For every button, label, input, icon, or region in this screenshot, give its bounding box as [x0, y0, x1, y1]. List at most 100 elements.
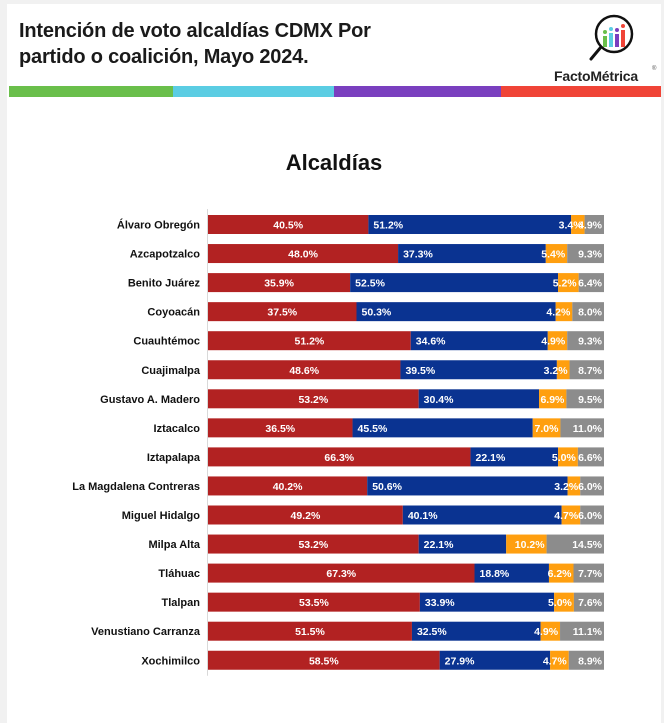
data-label-red: 36.5%	[265, 423, 295, 435]
data-label-red: 58.5%	[309, 655, 339, 667]
data-label-gray: 6.4%	[578, 278, 603, 290]
stacked-bar-chart: Álvaro Obregón 40.5% 51.2% 3.4%4.9%Azcapotz…	[72, 209, 604, 676]
data-label-gray: 4.9%	[578, 220, 603, 232]
registered-mark: ®	[652, 66, 657, 72]
bar-segment-orange	[540, 621, 561, 641]
bar-segment-orange	[539, 389, 567, 409]
data-label-red: 48.6%	[289, 365, 319, 377]
stripe-red	[501, 86, 661, 97]
data-label-blue: 45.5%	[358, 423, 388, 435]
data-label-red: 53.2%	[298, 394, 328, 406]
data-label-orange: 6.9%	[540, 394, 565, 406]
data-label-red: 40.2%	[273, 481, 303, 493]
bar-segment-gray	[546, 534, 604, 554]
data-label-blue: 39.5%	[405, 365, 435, 377]
data-label-orange: 7.0%	[535, 423, 560, 435]
data-label-red: 53.5%	[299, 597, 329, 609]
bar-segment-orange	[571, 215, 585, 234]
data-label-red: 48.0%	[288, 249, 318, 261]
bar-segment-blue	[368, 215, 572, 234]
data-label-red: 51.2%	[294, 336, 324, 348]
bar-segment-orange	[532, 418, 561, 438]
data-label-red: 66.3%	[324, 452, 354, 464]
data-label-gray: 11.0%	[573, 423, 603, 435]
bar-segment-red	[208, 418, 353, 438]
bar-segment-gray	[569, 360, 604, 380]
bar-segment-orange	[548, 563, 574, 583]
bar-segment-orange	[555, 302, 573, 322]
category-label: Gustavo A. Madero	[100, 394, 200, 406]
bar-segment-red	[208, 650, 440, 670]
data-label-gray: 7.7%	[578, 568, 603, 580]
bar-segment-blue	[402, 505, 562, 525]
bar-segment-red	[208, 534, 419, 554]
bar-segment-red	[208, 476, 368, 496]
factometrica-logo: FactoMétrica ®	[552, 12, 662, 88]
bar-segment-blue	[411, 621, 541, 641]
bar-segment-blue	[474, 563, 549, 583]
report-title-line-2: partido o coalición, Mayo 2024.	[19, 46, 309, 68]
data-label-blue: 40.1%	[408, 510, 438, 522]
data-label-gray: 8.7%	[578, 365, 603, 377]
bar-segment-blue	[418, 389, 540, 409]
bar-segment-gray	[560, 621, 604, 641]
category-label: Iztapalapa	[147, 452, 201, 464]
bar-segment-gray	[573, 563, 604, 583]
bar-segment-orange	[554, 592, 574, 612]
data-label-blue: 50.6%	[372, 481, 402, 493]
data-label-red: 53.2%	[298, 539, 328, 551]
data-label-orange: 3.2%	[544, 365, 569, 377]
data-label-blue: 34.6%	[416, 336, 446, 348]
bar-segment-blue	[470, 447, 559, 467]
stripe-green	[9, 86, 173, 97]
data-label-blue: 27.9%	[445, 655, 475, 667]
bar-segment-gray	[567, 244, 604, 264]
data-label-gray: 9.3%	[578, 249, 603, 261]
data-label-blue: 18.8%	[480, 568, 510, 580]
report-title-line-1: Intención de voto alcaldías CDMX Por	[19, 20, 371, 42]
stripe-purple	[334, 86, 501, 97]
bar-segment-orange	[556, 360, 570, 380]
data-label-blue: 22.1%	[476, 452, 506, 464]
data-label-orange: 5.4%	[541, 249, 566, 261]
data-label-orange: 6.2%	[548, 568, 573, 580]
bar-segment-orange	[558, 273, 579, 293]
bar-segment-orange	[547, 331, 568, 351]
stripe-cyan	[173, 86, 334, 97]
data-label-gray: 9.5%	[578, 394, 603, 406]
report-title: Intención de voto alcaldías CDMX Por par…	[19, 18, 371, 70]
bar-segment-blue	[439, 650, 551, 670]
category-label: Milpa Alta	[148, 539, 200, 551]
bar-segment-orange	[567, 476, 581, 496]
data-label-blue: 32.5%	[417, 626, 447, 638]
data-label-gray: 8.0%	[578, 307, 603, 319]
bar-segment-orange	[545, 244, 568, 264]
bar-segment-red	[208, 331, 411, 351]
data-label-gray: 7.6%	[578, 597, 603, 609]
data-label-blue: 37.3%	[403, 249, 433, 261]
data-label-blue: 50.3%	[362, 307, 392, 319]
bar-segment-gray	[573, 592, 604, 612]
data-label-gray: 14.5%	[572, 539, 602, 551]
data-label-red: 40.5%	[273, 220, 303, 232]
category-label: Azcapotzalco	[130, 249, 201, 261]
bar-segment-red	[208, 389, 419, 409]
category-label: Miguel Hidalgo	[122, 510, 201, 522]
category-label: Venustiano Carranza	[91, 626, 201, 638]
bar-segment-red	[208, 244, 399, 264]
data-label-red: 49.2%	[291, 510, 321, 522]
bar-segment-gray	[580, 476, 604, 496]
data-label-blue: 30.4%	[424, 394, 454, 406]
data-label-orange: 4.7%	[554, 510, 579, 522]
report-page: Intención de voto alcaldías CDMX Por par…	[7, 4, 661, 723]
bar-segment-gray	[580, 505, 604, 525]
data-label-red: 35.9%	[264, 278, 294, 290]
logo-text: FactoMétrica	[554, 68, 638, 84]
bar-segment-blue	[418, 534, 507, 554]
data-label-orange: 5.2%	[553, 278, 578, 290]
bar-segment-blue	[356, 302, 556, 322]
data-label-red: 67.3%	[326, 568, 356, 580]
bar-segment-gray	[568, 650, 604, 670]
data-label-blue: 52.5%	[355, 278, 385, 290]
bar-segment-red	[208, 505, 403, 525]
